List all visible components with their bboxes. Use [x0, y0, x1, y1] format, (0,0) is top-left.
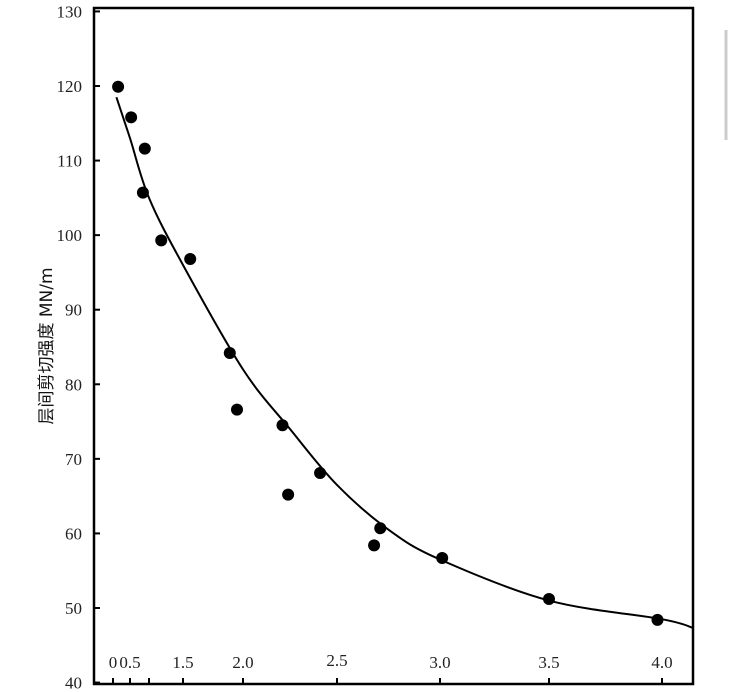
x-tick-label: 3.0 [429, 653, 450, 672]
plot-frame [92, 6, 695, 686]
x-tick-label: 2.5 [326, 651, 347, 670]
data-point [112, 80, 125, 93]
x-tick-label: 3.5 [538, 653, 559, 672]
data-point [651, 613, 664, 626]
y-tick-label: 120 [57, 77, 83, 96]
data-point [276, 419, 289, 432]
y-tick-label: 110 [57, 152, 82, 171]
x-tick-label: 2.0 [232, 653, 253, 672]
y-tick-label: 90 [65, 301, 82, 320]
y-tick-label: 70 [65, 450, 82, 469]
data-point [136, 186, 149, 199]
data-point [125, 111, 138, 124]
data-point [184, 253, 197, 266]
data-point [374, 522, 387, 535]
data-point [436, 552, 449, 565]
x-tick-label: 0.5 [119, 653, 140, 672]
y-tick-label: 80 [65, 375, 82, 394]
y-tick-label: 130 [57, 2, 83, 21]
data-point [314, 467, 327, 480]
y-axis-label: 层间剪切强度 MN/m [37, 267, 57, 424]
data-point [282, 488, 295, 501]
data-point [223, 346, 236, 359]
data-point [155, 234, 168, 247]
y-tick-label: 60 [65, 524, 82, 543]
x-tick-label: 4.0 [651, 653, 672, 672]
fit-curve [115, 96, 694, 630]
data-point [138, 142, 151, 155]
y-tick-label: 100 [57, 226, 83, 245]
x-tick-label: 0 [109, 653, 118, 672]
y-tick-label: 50 [65, 599, 82, 618]
data-point [231, 403, 243, 416]
x-tick-label: 1.5 [172, 653, 193, 672]
data-point [543, 593, 555, 606]
data-point [368, 539, 381, 552]
y-tick-label: 40 [65, 674, 82, 692]
